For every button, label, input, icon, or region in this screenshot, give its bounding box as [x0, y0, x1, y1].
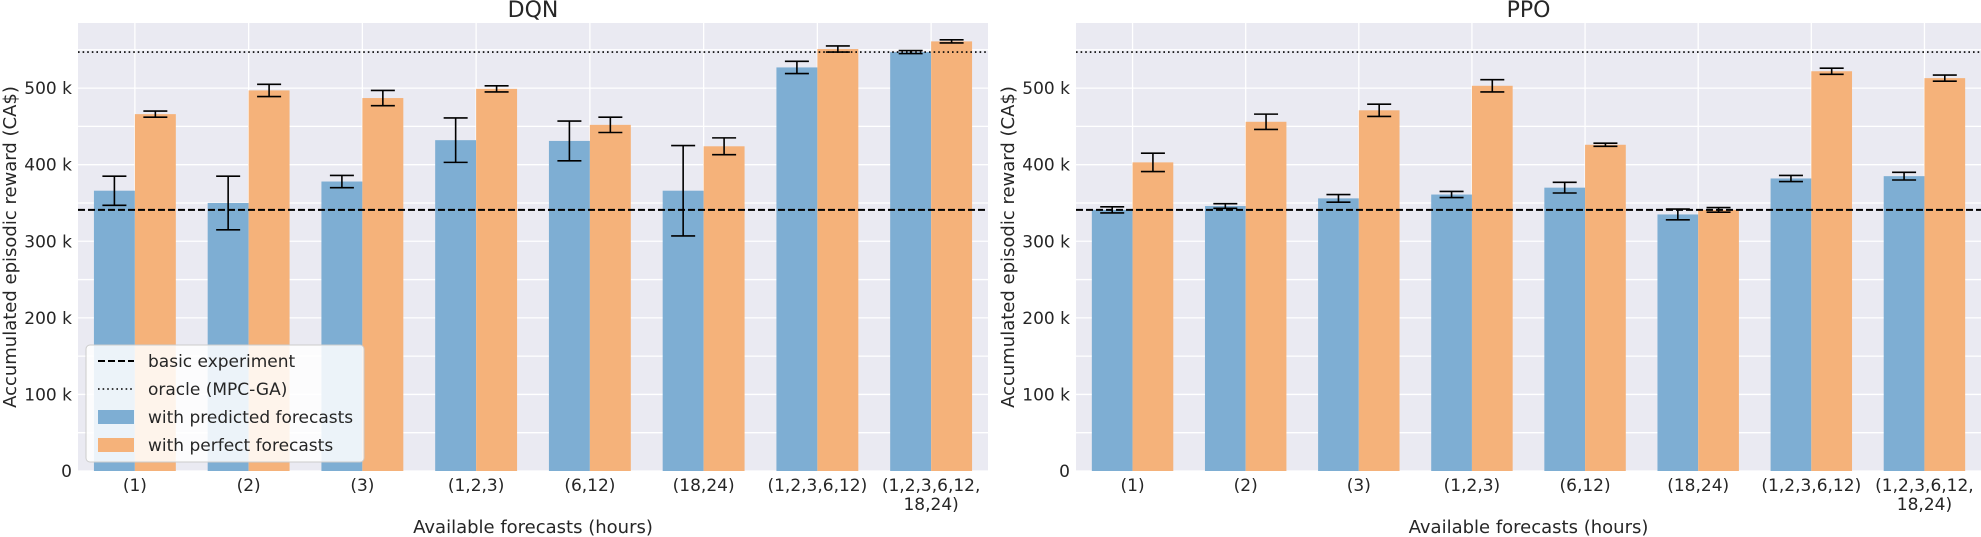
x-axis-label: Available forecasts (hours) [1409, 517, 1649, 537]
bar-predicted [548, 140, 590, 471]
legend: basic experiment oracle (MPC-GA) with pred… [85, 344, 365, 463]
bar-perfect [1132, 162, 1174, 471]
bar-predicted [1431, 194, 1472, 472]
x-tick-label: (1) [1121, 476, 1145, 496]
x-tick-label: (6,12) [564, 476, 615, 496]
legend-box [85, 344, 365, 463]
bar-predicted [662, 190, 704, 471]
bar-predicted [1091, 209, 1133, 471]
bar-predicted [1204, 206, 1246, 471]
x-tick-label: (18,24) [673, 476, 735, 496]
y-tick-label: 500 k [24, 79, 72, 99]
x-tick-label: (1,2,3,6,12, 18,24) [1875, 476, 1974, 515]
bar-predicted [1657, 214, 1699, 471]
legend-label: oracle (MPC-GA) [148, 380, 287, 400]
bar-perfect [1471, 85, 1513, 472]
legend-swatch-predicted [98, 410, 134, 424]
x-tick-label: (1,2,3) [448, 476, 505, 496]
x-tick-label: (1,2,3,6,12) [1761, 476, 1861, 496]
bar-perfect [362, 98, 404, 472]
bar-perfect [1811, 71, 1853, 471]
bar-predicted [1544, 187, 1586, 471]
bar-predicted [435, 140, 477, 471]
chart-title: PPO [1507, 0, 1551, 23]
y-tick-label: 300 k [24, 232, 72, 252]
legend-swatch-perfect [98, 438, 134, 452]
legend-label: basic experiment [148, 352, 296, 372]
legend-label: with perfect forecasts [148, 436, 333, 456]
x-tick-label: (3) [1347, 476, 1371, 496]
bar-predicted [1770, 178, 1812, 471]
y-tick-label: 0 [1059, 462, 1070, 482]
x-tick-label: (18,24) [1667, 476, 1729, 496]
y-tick-label: 400 k [24, 156, 72, 176]
bar-predicted [890, 52, 932, 471]
y-tick-label: 300 k [1022, 232, 1070, 252]
y-tick-label: 500 k [1022, 79, 1070, 99]
x-tick-label: (1,2,3,6,12, 18,24) [882, 476, 981, 515]
y-tick-label: 100 k [24, 385, 72, 405]
bar-perfect [589, 124, 631, 471]
bar-perfect [817, 49, 859, 472]
y-tick-label: 200 k [24, 309, 72, 329]
bar-perfect [931, 41, 973, 471]
bar-perfect [1245, 121, 1287, 472]
bar-predicted [776, 67, 818, 472]
bar-predicted [1883, 176, 1925, 471]
x-tick-label: (1,2,3,6,12) [767, 476, 867, 496]
y-tick-label: 200 k [1022, 309, 1070, 329]
bar-perfect [1358, 110, 1400, 472]
bar-perfect [1585, 144, 1626, 471]
bar-perfect [703, 146, 745, 472]
x-axis-label: Available forecasts (hours) [413, 517, 653, 537]
x-tick-label: (2) [237, 476, 261, 496]
y-tick-label: 100 k [1022, 385, 1070, 405]
chart-dqn: 0 100 k 200 k 300 k 400 k 500 k (1) (2) (3) (1,2,… [0, 0, 988, 537]
chart-title: DQN [508, 0, 559, 23]
bar-predicted [1318, 198, 1359, 471]
x-tick-label: (3) [350, 476, 374, 496]
bar-perfect [476, 88, 518, 471]
x-tick-label: (2) [1234, 476, 1258, 496]
legend-label: with predicted forecasts [148, 408, 353, 428]
x-tick-label: (6,12) [1560, 476, 1611, 496]
y-axis-label: Accumulated episodic reward (CA$) [998, 86, 1019, 408]
y-tick-label: 400 k [1022, 156, 1070, 176]
bar-perfect [1924, 78, 1966, 471]
chart-ppo: 0 100 k 200 k 300 k 400 k 500 k (1) (2) (3) (1,2,… [998, 0, 1981, 537]
y-tick-label: 0 [61, 462, 72, 482]
x-tick-label: (1,2,3) [1444, 476, 1501, 496]
x-tick-label: (1) [123, 476, 147, 496]
bar-perfect [1698, 209, 1739, 471]
y-axis-label: Accumulated episodic reward (CA$) [0, 86, 21, 408]
